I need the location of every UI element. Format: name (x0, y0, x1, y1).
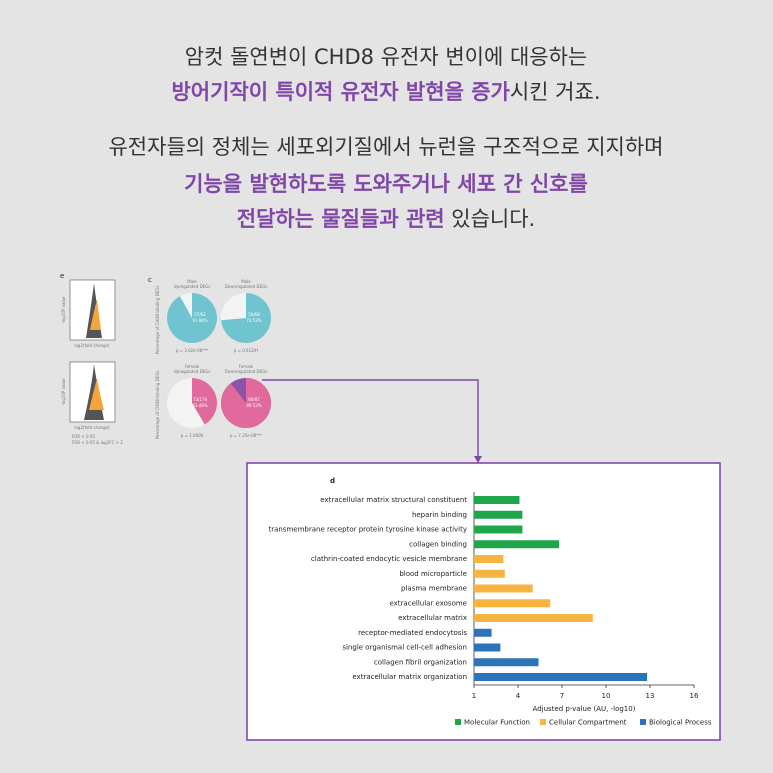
body-text: 있습니다. (445, 207, 536, 231)
legend-text: Molecular Function (464, 719, 530, 727)
bar (474, 555, 504, 563)
axis-label: log2(fold change) (74, 343, 110, 348)
bar (474, 540, 560, 549)
pie-slice (167, 293, 218, 343)
y-tick-label: plasma membrane (401, 585, 467, 593)
y-tick-label: extracellular matrix structural constitu… (320, 496, 467, 504)
pie-fraction: 73/176 (193, 397, 208, 402)
axis-label: -log10P value (61, 378, 66, 406)
legend-text: FDR < 0.05 & log2FC > 2 (72, 440, 123, 445)
bar (474, 643, 501, 652)
x-axis-label: Adjusted p-value (AU, -log10) (533, 705, 636, 713)
x-tick-label: 4 (516, 692, 521, 700)
y-tick-label: extracellular matrix organization (352, 673, 467, 681)
x-tick-label: 16 (690, 692, 699, 700)
highlight-text: 방어기작이 특이적 유전자 발현을 증가 (171, 80, 510, 104)
pie-fraction: 80/87 (248, 397, 260, 402)
panel-label: e (60, 272, 64, 280)
bar (474, 658, 539, 667)
legend-text: Cellular Compartment (549, 719, 627, 727)
y-tick-label: heparin binding (412, 511, 467, 519)
bar (474, 614, 593, 622)
headline-line: 기능을 발현하도록 도와주거나 세포 간 신호를 (184, 172, 588, 196)
pie-title: Upregulated DEGs (174, 284, 211, 289)
connector-arrow (474, 456, 482, 463)
x-tick-label: 7 (560, 692, 564, 700)
headline-line: 방어기작이 특이적 유전자 발현을 증가시킨 거죠. (171, 80, 600, 104)
pie-title: Male (187, 279, 197, 284)
pie-title: Female (185, 364, 200, 369)
pie-percent: 89.53% (246, 403, 261, 408)
y-tick-label: transmembrane receptor protein tyrosine … (268, 526, 467, 534)
legend-swatch (455, 719, 461, 725)
p-value: p = 0.6124† (234, 348, 258, 353)
pie-slice (221, 378, 272, 429)
body-text: 시킨 거죠. (510, 80, 601, 104)
highlight-text: 전달하는 물질들과 관련 (237, 207, 445, 231)
volcano-points (90, 300, 101, 330)
y-tick-label: single organismal cell-cell adhesion (342, 644, 467, 652)
bar (474, 525, 523, 534)
pie-fraction: 57/62 (194, 312, 206, 317)
axis-label: Percentage of CHD8-binding DEGs (155, 286, 160, 355)
legend-text: FDR < 0.05 (72, 434, 95, 439)
bar (474, 599, 551, 608)
p-value: p = 7.35e-08*** (230, 433, 262, 438)
p-value: p = 3.02e-08*** (176, 348, 208, 353)
bar (474, 496, 520, 504)
pie-title: Female (239, 364, 254, 369)
pie-percent: 73.53% (246, 318, 261, 323)
bar (474, 510, 523, 519)
axis-label: -log10P value (61, 296, 66, 324)
figure-e (69, 279, 116, 423)
highlight-text: 기능을 발현하도록 도와주거나 세포 간 신호를 (184, 172, 588, 196)
pie-percent: 91.94% (192, 318, 207, 323)
connector (262, 379, 479, 458)
pie-fraction: 50/68 (248, 312, 260, 317)
legend-swatch (540, 719, 546, 725)
x-tick-label: 13 (646, 692, 655, 700)
axis-label: log2(fold change) (74, 425, 110, 430)
volcano-points (89, 378, 104, 410)
x-tick-label: 10 (602, 692, 611, 700)
headline-line: 암컷 돌연변이 CHD8 유전자 변이에 대응하는 (185, 45, 587, 69)
y-tick-label: clathrin-coated endocytic vesicle membra… (311, 555, 467, 563)
headline-line: 유전자들의 정체는 세포외기질에서 뉴런을 구조적으로 지지하며 (108, 135, 663, 159)
y-tick-label: extracellular exosome (389, 599, 467, 607)
pie-title: Downregulated DEGs (225, 369, 268, 374)
y-tick-label: receptor-mediated endocytosis (358, 629, 467, 637)
y-tick-label: blood microparticle (399, 570, 467, 578)
p-value: p = 1.0000 (181, 433, 204, 438)
pie-slice (221, 293, 271, 343)
pie-title: Male (241, 279, 251, 284)
bar (474, 584, 533, 593)
pie-title: Downregulated DEGs (225, 284, 268, 289)
body-text: 유전자들의 정체는 세포외기질에서 뉴런을 구조적으로 지지하며 (108, 135, 663, 159)
pie-slice (192, 378, 217, 425)
pie-percent: 41.48% (192, 403, 207, 408)
x-tick-label: 1 (472, 692, 476, 700)
headline-line: 전달하는 물질들과 관련 있습니다. (237, 207, 535, 231)
bar (474, 569, 505, 578)
bar (474, 628, 492, 637)
pie-title: Upregulated DEGs (174, 369, 211, 374)
legend-swatch (640, 719, 646, 725)
bar (474, 673, 648, 681)
panel-label: d (330, 477, 335, 485)
y-tick-label: collagen binding (409, 540, 467, 548)
panel-label: c (148, 276, 152, 284)
legend-text: Biological Process (649, 719, 712, 727)
body-text: 암컷 돌연변이 CHD8 유전자 변이에 대응하는 (185, 45, 587, 69)
axis-label: Percentage of CHD8-binding DEGs (155, 371, 160, 440)
y-tick-label: collagen fibril organization (374, 658, 467, 666)
y-tick-label: extracellular matrix (398, 614, 467, 622)
